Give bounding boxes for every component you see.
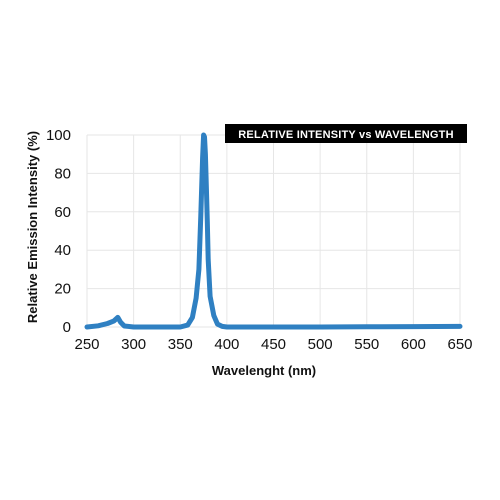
x-tick-label: 600 bbox=[401, 336, 426, 353]
chart-title: RELATIVE INTENSITY vs WAVELENGTH bbox=[238, 129, 453, 141]
x-tick-labels: 250 300 350 400 450 500 550 600 650 bbox=[74, 336, 472, 353]
chart-title-background bbox=[225, 124, 467, 143]
x-tick-label: 450 bbox=[261, 336, 286, 353]
y-tick-label: 60 bbox=[54, 204, 71, 221]
chart-title-banner: RELATIVE INTENSITY vs WAVELENGTH bbox=[225, 124, 467, 143]
y-tick-labels: 0 20 40 60 80 100 bbox=[46, 127, 71, 336]
y-tick-label: 80 bbox=[54, 165, 71, 182]
y-tick-label: 40 bbox=[54, 242, 71, 259]
series-line bbox=[84, 132, 463, 330]
x-tick-label: 250 bbox=[74, 336, 99, 353]
x-tick-label: 650 bbox=[447, 336, 472, 353]
series-group bbox=[84, 132, 463, 330]
x-axis-label: Wavelenght (nm) bbox=[212, 363, 316, 378]
x-tick-label: 350 bbox=[168, 336, 193, 353]
y-axis-label: Relative Emission Intensity (%) bbox=[25, 131, 40, 323]
x-tick-label: 550 bbox=[354, 336, 379, 353]
x-tick-label: 300 bbox=[121, 336, 146, 353]
y-tick-label: 20 bbox=[54, 281, 71, 298]
x-tick-label: 400 bbox=[214, 336, 239, 353]
y-tick-label: 100 bbox=[46, 127, 71, 144]
gridlines bbox=[86, 134, 461, 328]
x-tick-label: 500 bbox=[308, 336, 333, 353]
y-tick-label: 0 bbox=[63, 319, 71, 336]
